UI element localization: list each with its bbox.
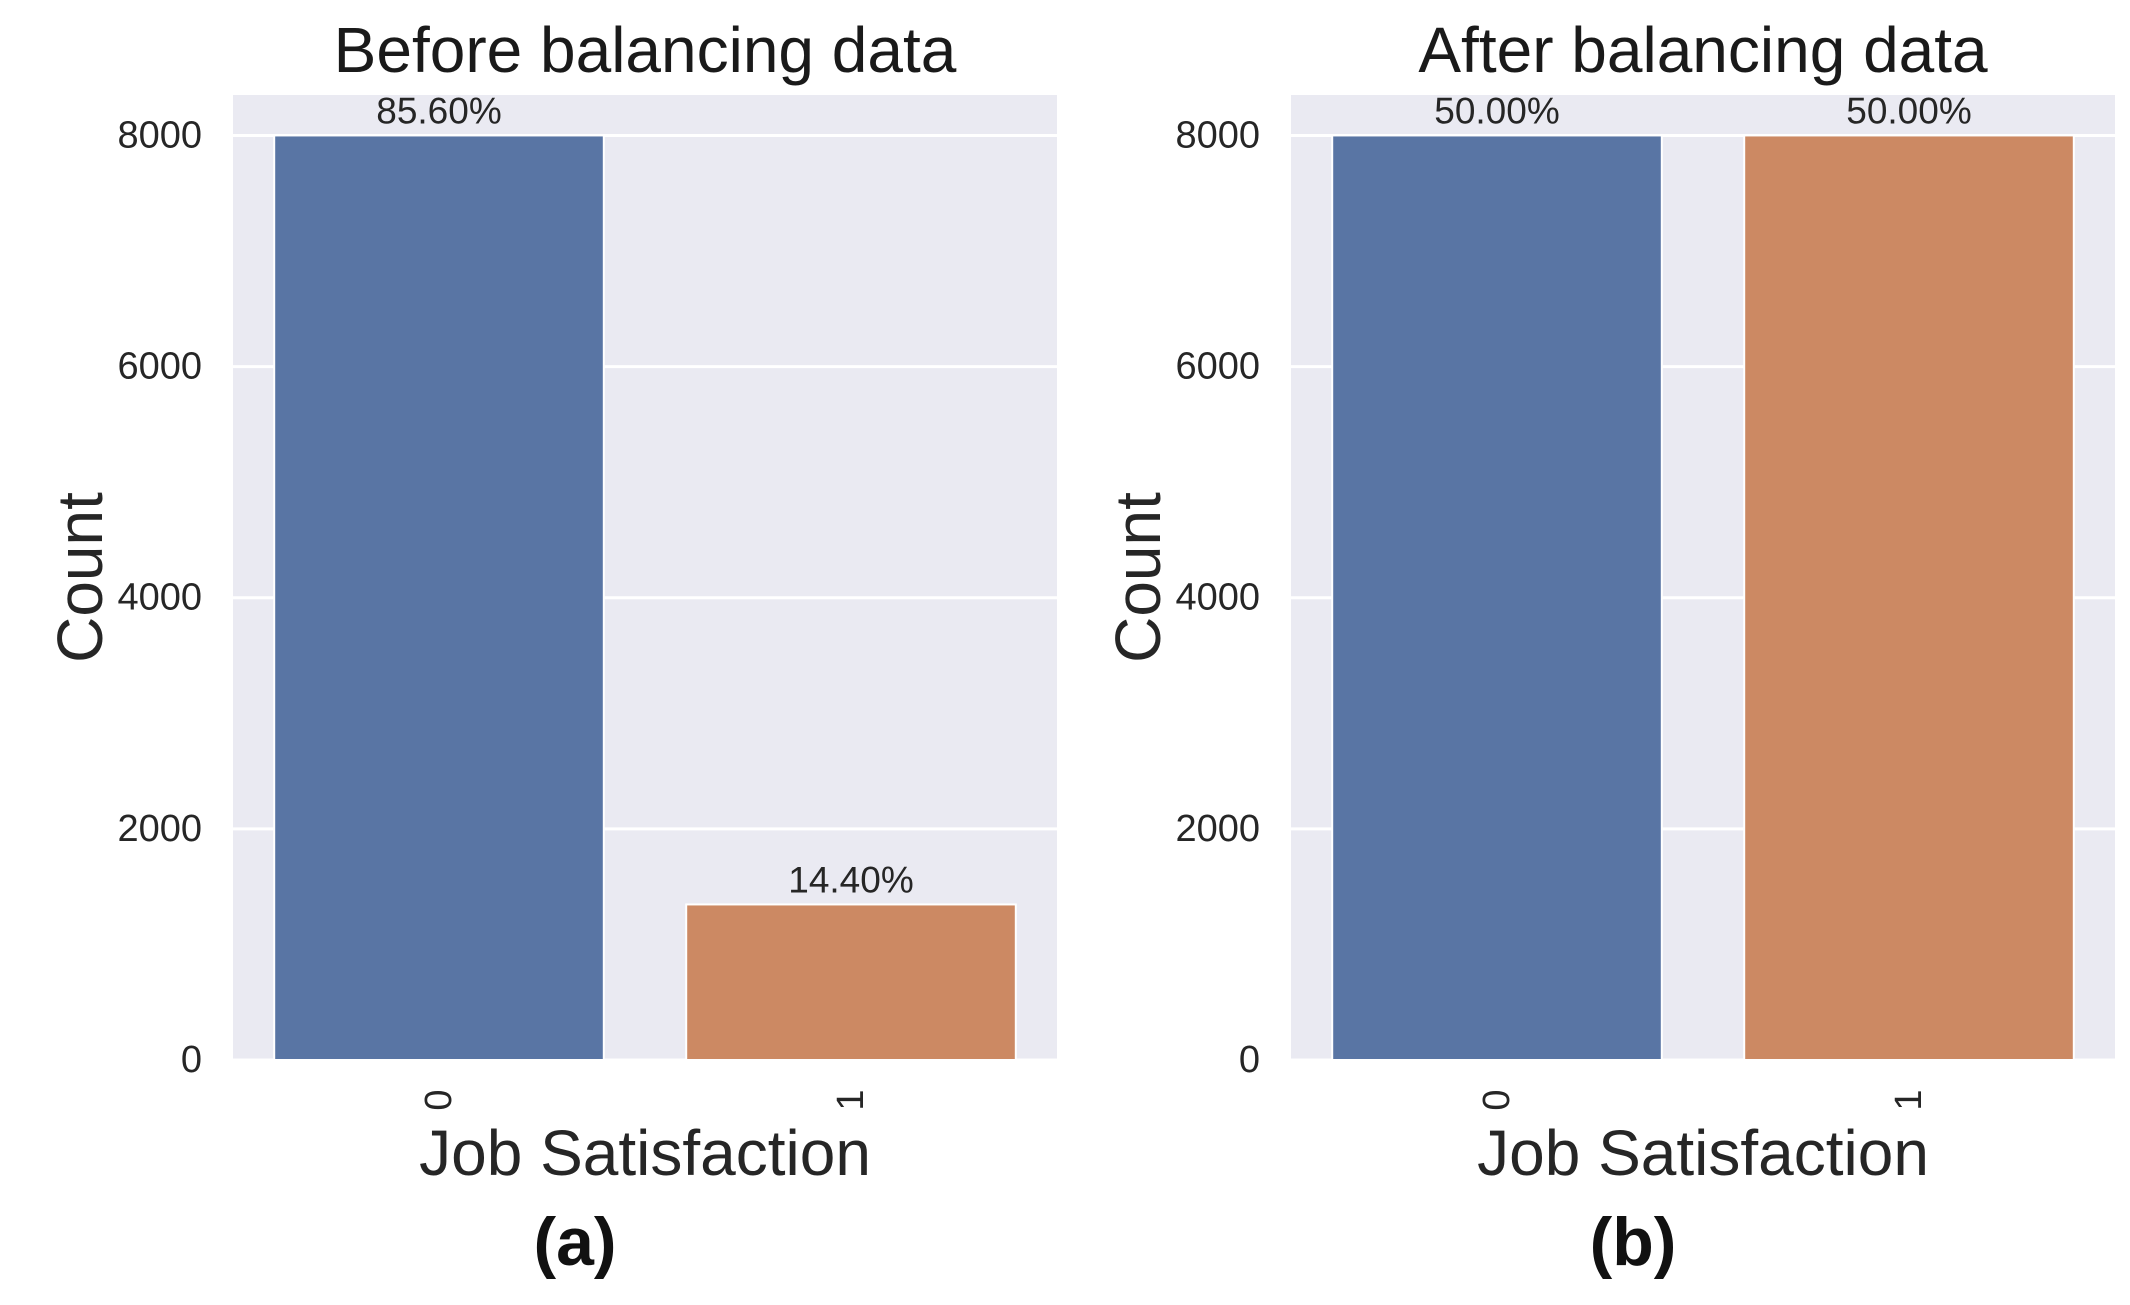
y-tick-label: 8000 (1175, 114, 1260, 156)
y-tick-label: 4000 (1175, 577, 1260, 619)
x-axis-label: Job Satisfaction (419, 1117, 871, 1189)
bar-0 (273, 134, 605, 1061)
y-tick-label: 4000 (117, 577, 202, 619)
y-tick-label: 8000 (117, 114, 202, 156)
chart-title: After balancing data (1418, 14, 1988, 86)
bar-0 (1331, 134, 1663, 1061)
bar-data-label: 14.40% (788, 859, 914, 900)
y-tick-label: 6000 (117, 346, 202, 388)
bar-1 (1743, 134, 2075, 1061)
chart-panel-1: 0 2000 4000 6000 8000 50.00% 0 50.00% 1 After bal… (1102, 14, 2115, 1280)
bar-1 (685, 903, 1017, 1062)
chart-panel-0: 0 2000 4000 6000 8000 85.60% 0 14.40% 1 Before ba… (44, 14, 1057, 1280)
x-tick-label: 1 (1888, 1089, 1930, 1110)
panel-caption: (a) (533, 1204, 616, 1280)
y-tick-label: 0 (181, 1039, 202, 1081)
y-tick-label: 2000 (117, 808, 202, 850)
y-tick-label: 0 (1239, 1039, 1260, 1081)
x-tick-label: 0 (1476, 1089, 1518, 1110)
x-tick-label: 1 (830, 1089, 872, 1110)
bar-data-label: 50.00% (1434, 90, 1560, 131)
y-axis-label: Count (1102, 492, 1174, 663)
bar-data-label: 50.00% (1846, 90, 1972, 131)
panel-caption: (b) (1590, 1204, 1677, 1280)
x-axis-label: Job Satisfaction (1477, 1117, 1929, 1189)
bar-data-label: 85.60% (376, 90, 502, 131)
x-tick-label: 0 (418, 1089, 460, 1110)
chart-title: Before balancing data (334, 14, 957, 86)
y-tick-label: 2000 (1175, 808, 1260, 850)
y-axis-label: Count (44, 492, 116, 663)
y-tick-label: 6000 (1175, 346, 1260, 388)
